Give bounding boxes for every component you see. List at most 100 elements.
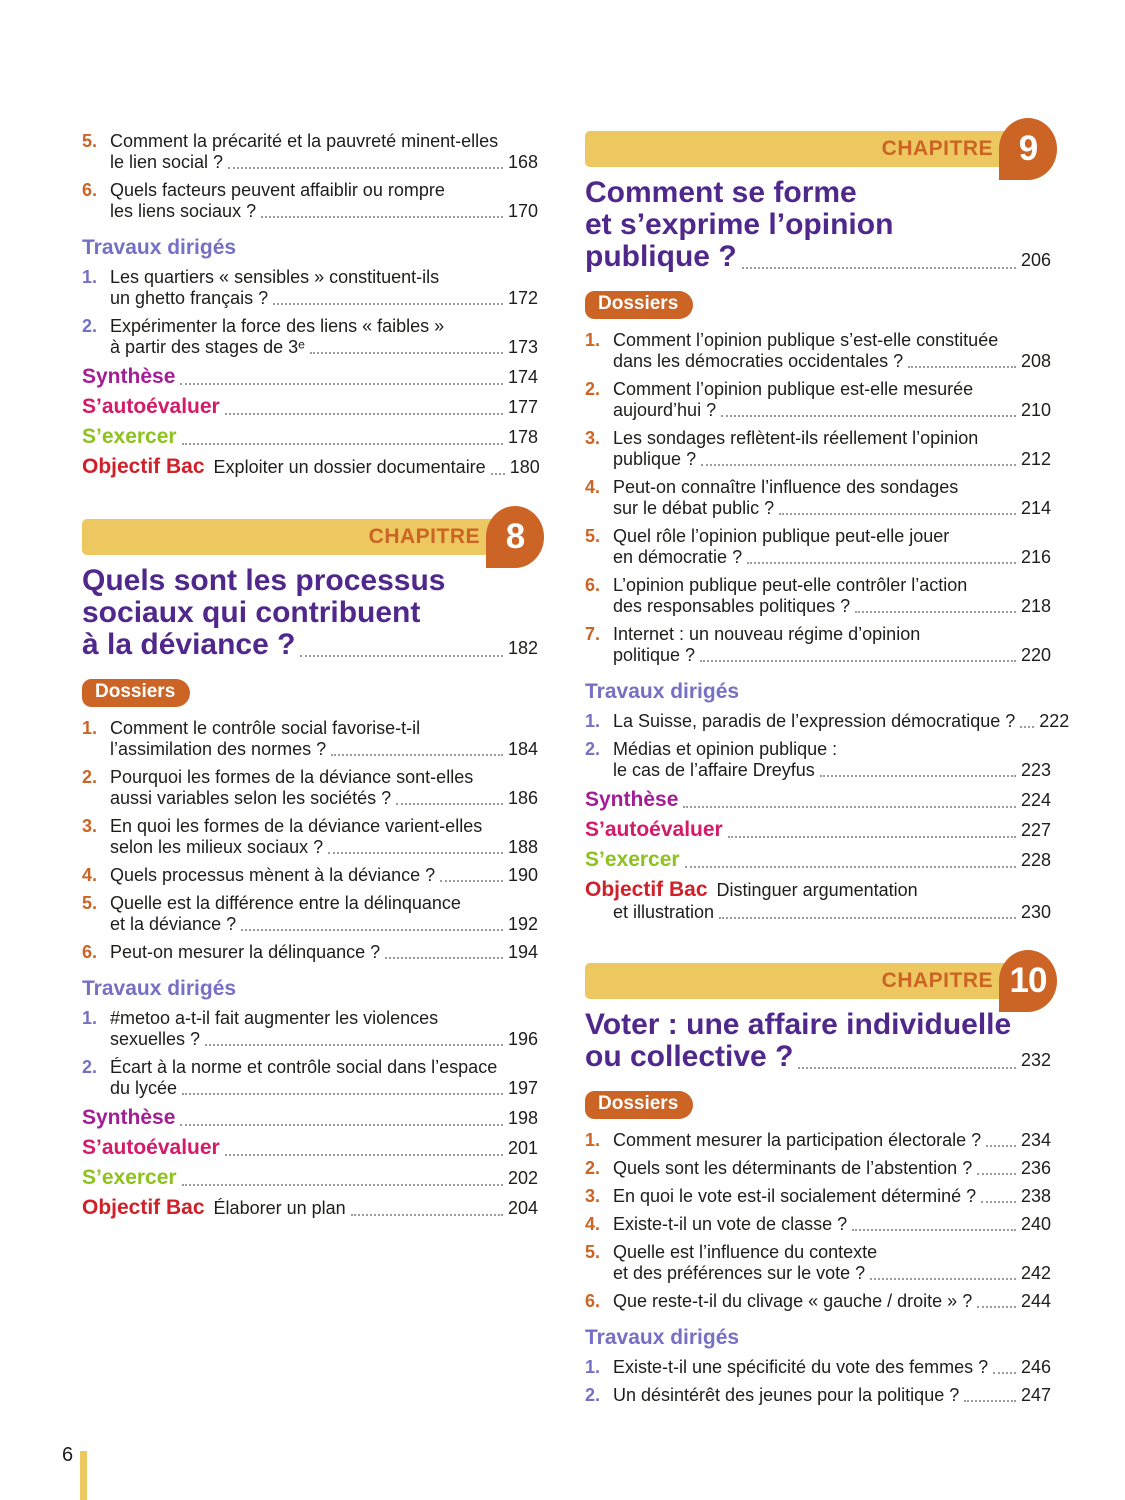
entry-line: S’exercer 228 bbox=[585, 848, 1051, 872]
entry-line: La Suisse, paradis de l’expression démoc… bbox=[613, 711, 1069, 732]
special-label: Synthèse bbox=[585, 788, 679, 811]
entry-body: Peut-on connaître l’influence des sondag… bbox=[613, 477, 1051, 519]
entry-body: Peut-on mesurer la délinquance ? 194 bbox=[110, 942, 538, 963]
page-ref: 230 bbox=[1020, 902, 1051, 922]
page-ref: 222 bbox=[1039, 711, 1070, 731]
page-ref: 210 bbox=[1020, 400, 1051, 420]
entry-number: 5. bbox=[585, 1242, 601, 1262]
page-ref: 178 bbox=[507, 427, 538, 447]
chapter-title-line: à la déviance ? 182 bbox=[82, 629, 538, 664]
entry-text: Que reste-t-il du clivage « gauche / dro… bbox=[613, 1291, 973, 1311]
toc-entry: 6. Quels facteurs peuvent affaiblir ou ro… bbox=[82, 180, 538, 222]
entry-body: Quels sont les déterminants de l’abstent… bbox=[613, 1158, 1051, 1179]
chapter-number-badge: 9 bbox=[999, 118, 1057, 180]
entry-line: le cas de l’affaire Dreyfus 223 bbox=[613, 760, 1051, 781]
dotted-leader bbox=[180, 383, 503, 385]
entry-line: Internet : un nouveau régime d’opinion bbox=[613, 624, 921, 644]
page-ref: 173 bbox=[507, 337, 538, 357]
entry-line: et des préférences sur le vote ? 242 bbox=[613, 1263, 1051, 1284]
entry-body: Pourquoi les formes de la déviance sont-… bbox=[110, 767, 538, 809]
toc-entry: 4. Peut-on connaître l’influence des sond… bbox=[585, 477, 1051, 519]
travaux-diriges-heading: Travaux dirigés bbox=[585, 1326, 740, 1349]
dotted-leader bbox=[181, 443, 503, 445]
chapter-title-line: et s’exprime l’opinion bbox=[585, 208, 894, 241]
entry-number: 6. bbox=[585, 575, 601, 595]
dotted-leader bbox=[779, 513, 1016, 515]
entry-line: S’autoévaluer 177 bbox=[82, 395, 538, 419]
entry-body: Comment le contrôle social favorise-t-il… bbox=[110, 718, 538, 760]
entry-line: Comment la précarité et la pauvreté mine… bbox=[110, 131, 499, 151]
special-label: Objectif Bac bbox=[82, 455, 205, 478]
dotted-leader bbox=[182, 1093, 503, 1095]
dotted-leader bbox=[964, 1400, 1016, 1402]
entry-number: 1. bbox=[585, 711, 601, 731]
entry-line: Peut-on mesurer la délinquance ? 194 bbox=[110, 942, 538, 963]
chapter-banner: CHAPITRE 10 bbox=[585, 950, 1057, 1012]
chapter-title-text: à la déviance ? bbox=[82, 628, 296, 661]
page-ref: 192 bbox=[507, 914, 538, 934]
folio-bar-decoration bbox=[80, 1451, 87, 1500]
page-ref: 214 bbox=[1020, 498, 1051, 518]
entry-line: Peut-on connaître l’influence des sondag… bbox=[613, 477, 959, 497]
page-ref: 234 bbox=[1020, 1130, 1051, 1150]
entry-body: Comment l’opinion publique s’est-elle co… bbox=[613, 330, 1051, 372]
special-label: Synthèse bbox=[82, 365, 176, 388]
toc-entry: 2. Quels sont les déterminants de l’abste… bbox=[585, 1158, 1051, 1179]
page-ref: 184 bbox=[507, 739, 538, 759]
entry-line: Comment le contrôle social favorise-t-il bbox=[110, 718, 421, 738]
dotted-leader bbox=[977, 1306, 1016, 1308]
page-ref: 218 bbox=[1020, 596, 1051, 616]
page-ref: 190 bbox=[507, 865, 538, 885]
entry-line: Un désintérêt des jeunes pour la politiq… bbox=[613, 1385, 1051, 1406]
entry-number: 3. bbox=[585, 428, 601, 448]
entry-line: S’exercer 202 bbox=[82, 1166, 538, 1190]
entry-body: En quoi les formes de la déviance varien… bbox=[110, 816, 538, 858]
page-ref: 170 bbox=[507, 201, 538, 221]
entry-line: Les sondages reflètent-ils réellement l’… bbox=[613, 428, 979, 448]
special-entry: S’autoévaluer 201 bbox=[82, 1136, 538, 1160]
entry-line: En quoi le vote est-il socialement déter… bbox=[613, 1186, 1051, 1207]
dotted-leader bbox=[719, 917, 1016, 919]
special-label: S’autoévaluer bbox=[585, 818, 723, 841]
page-ref: 246 bbox=[1020, 1357, 1051, 1377]
toc-entry: 3. Les sondages reflètent-ils réellement … bbox=[585, 428, 1051, 470]
toc-entry: 6. Que reste-t-il du clivage « gauche / d… bbox=[585, 1291, 1051, 1312]
travaux-diriges-heading: Travaux dirigés bbox=[82, 236, 237, 259]
entry-text: Peut-on mesurer la délinquance ? bbox=[110, 942, 381, 962]
special-entry: Objectif Bac Exploiter un dossier documen… bbox=[82, 455, 540, 479]
chapter-title: Voter : une affaire individuelle ou colle… bbox=[585, 1009, 1051, 1076]
toc-entry: 5. Quelle est l’influence du contexte et d… bbox=[585, 1242, 1051, 1284]
dotted-leader bbox=[273, 303, 503, 305]
entry-line: S’autoévaluer 201 bbox=[82, 1136, 538, 1160]
toc-entry: 7. Internet : un nouveau régime d’opinion… bbox=[585, 624, 1051, 666]
entry-number: 6. bbox=[585, 1291, 601, 1311]
special-entry: S’autoévaluer 227 bbox=[585, 818, 1051, 842]
toc-entry: 4. Quels processus mènent à la déviance ?… bbox=[82, 865, 538, 886]
page-number: 6 bbox=[62, 1444, 74, 1466]
chapter-banner: CHAPITRE 8 bbox=[82, 506, 544, 568]
entry-text: aussi variables selon les sociétés ? bbox=[110, 788, 392, 808]
page-ref: 228 bbox=[1020, 850, 1051, 870]
travaux-diriges-heading: Travaux dirigés bbox=[82, 977, 237, 1000]
entry-line: Écart à la norme et contrôle social dans… bbox=[110, 1057, 498, 1077]
toc-entry: 2. Comment l’opinion publique est-elle me… bbox=[585, 379, 1051, 421]
chapter-title-text: ou collective ? bbox=[585, 1040, 794, 1073]
page-ref: 180 bbox=[509, 457, 540, 477]
entry-number: 1. bbox=[585, 1357, 601, 1377]
entry-number: 4. bbox=[585, 1214, 601, 1234]
entry-body: Un désintérêt des jeunes pour la politiq… bbox=[613, 1385, 1051, 1406]
entry-text: les liens sociaux ? bbox=[110, 201, 257, 221]
dotted-leader bbox=[180, 1124, 503, 1126]
special-entry: Objectif Bac Élaborer un plan 204 bbox=[82, 1196, 538, 1220]
page-ref: 232 bbox=[1020, 1050, 1051, 1070]
chapter-title: Quels sont les processus sociaux qui cont… bbox=[82, 565, 538, 664]
chapter-title-line: Comment se forme bbox=[585, 176, 857, 209]
page-ref: 238 bbox=[1020, 1186, 1051, 1206]
special-label: Objectif Bac bbox=[82, 1196, 205, 1219]
page-ref: 182 bbox=[507, 638, 538, 658]
page-ref: 198 bbox=[507, 1108, 538, 1128]
toc-entry: 5. Quelle est la différence entre la déli… bbox=[82, 893, 538, 935]
entry-number: 3. bbox=[585, 1186, 601, 1206]
entry-line: Synthèse 224 bbox=[585, 788, 1051, 812]
